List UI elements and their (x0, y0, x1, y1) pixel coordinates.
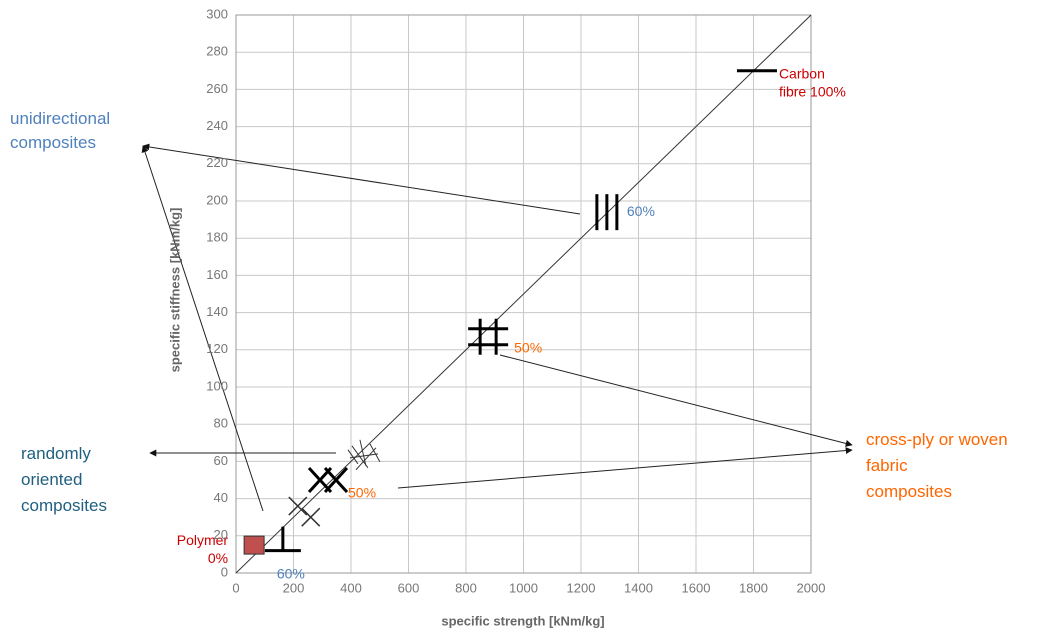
arrows (141, 143, 853, 512)
y-tick-label: 220 (206, 155, 228, 170)
point-label: fibre 100% (779, 84, 846, 100)
x-tick-label: 400 (340, 580, 362, 595)
x-tick-label: 1800 (739, 580, 768, 595)
x-tick-label: 1000 (509, 580, 538, 595)
point-label: Carbon (779, 66, 825, 82)
marker-part (468, 318, 509, 355)
marker-part (301, 507, 321, 527)
marker-part (347, 439, 381, 471)
point-marker (264, 526, 301, 553)
point-label: 50% (514, 339, 542, 355)
x-tick-label: 800 (455, 580, 477, 595)
x-tick-label: 2000 (797, 580, 826, 595)
y-tick-label: 100 (206, 378, 228, 393)
point-marker (347, 439, 381, 471)
x-tick-label: 0 (232, 580, 239, 595)
y-tick-label: 140 (206, 304, 228, 319)
marker-part (288, 496, 308, 516)
y-tick-label: 60 (214, 453, 228, 468)
y-tick-label: 120 (206, 341, 228, 356)
annotation: randomly oriented composites (21, 444, 107, 515)
point-label: 0% (208, 550, 228, 566)
y-tick-label: 180 (206, 230, 228, 245)
marker-part (323, 466, 349, 494)
x-tick-label: 1600 (682, 580, 711, 595)
plot-area: Polymer 0% 60% 50% 50% 60% Carbon fibre 100% (177, 14, 846, 581)
y-tick-label: 300 (206, 6, 228, 21)
point-label: 60% (277, 565, 305, 581)
point-marker (468, 318, 509, 355)
arrow (397, 447, 853, 489)
point-label: 50% (348, 485, 376, 501)
point-marker (288, 496, 308, 516)
annotation: cross-ply or woven fabric composites (866, 430, 1012, 501)
x-tick-label: 1200 (567, 580, 596, 595)
marker-part (264, 526, 301, 553)
point-marker (301, 507, 321, 527)
arrow (142, 143, 581, 215)
reference-line (235, 14, 812, 574)
point-label: 60% (627, 203, 655, 219)
x-tick-label: 1400 (624, 580, 653, 595)
point-marker (307, 466, 349, 494)
plot-frame (235, 14, 812, 574)
x-tick-label: 200 (283, 580, 305, 595)
y-tick-label: 40 (214, 490, 228, 505)
x-tick-label: 600 (398, 580, 420, 595)
x-axis-title: specific strength [kNm/kg] (441, 613, 604, 628)
point-marker (243, 535, 265, 555)
point-marker (595, 194, 619, 231)
y-tick-label: 280 (206, 44, 228, 59)
y-tick-label: 260 (206, 81, 228, 96)
y-tick-label: 0 (221, 564, 228, 579)
y-tick-label: 240 (206, 118, 228, 133)
y-tick-label: 20 (214, 527, 228, 542)
y-tick-label: 160 (206, 267, 228, 282)
y-tick-label: 80 (214, 416, 228, 431)
y-tick-label: 200 (206, 192, 228, 207)
point-label: Polymer (177, 532, 229, 548)
annotation: unidirectional composites (10, 109, 115, 152)
marker-part (243, 535, 265, 555)
arrow (499, 354, 853, 447)
arrow (141, 145, 264, 512)
y-axis-title: specific stiffness [kNm/kg] (167, 208, 182, 373)
